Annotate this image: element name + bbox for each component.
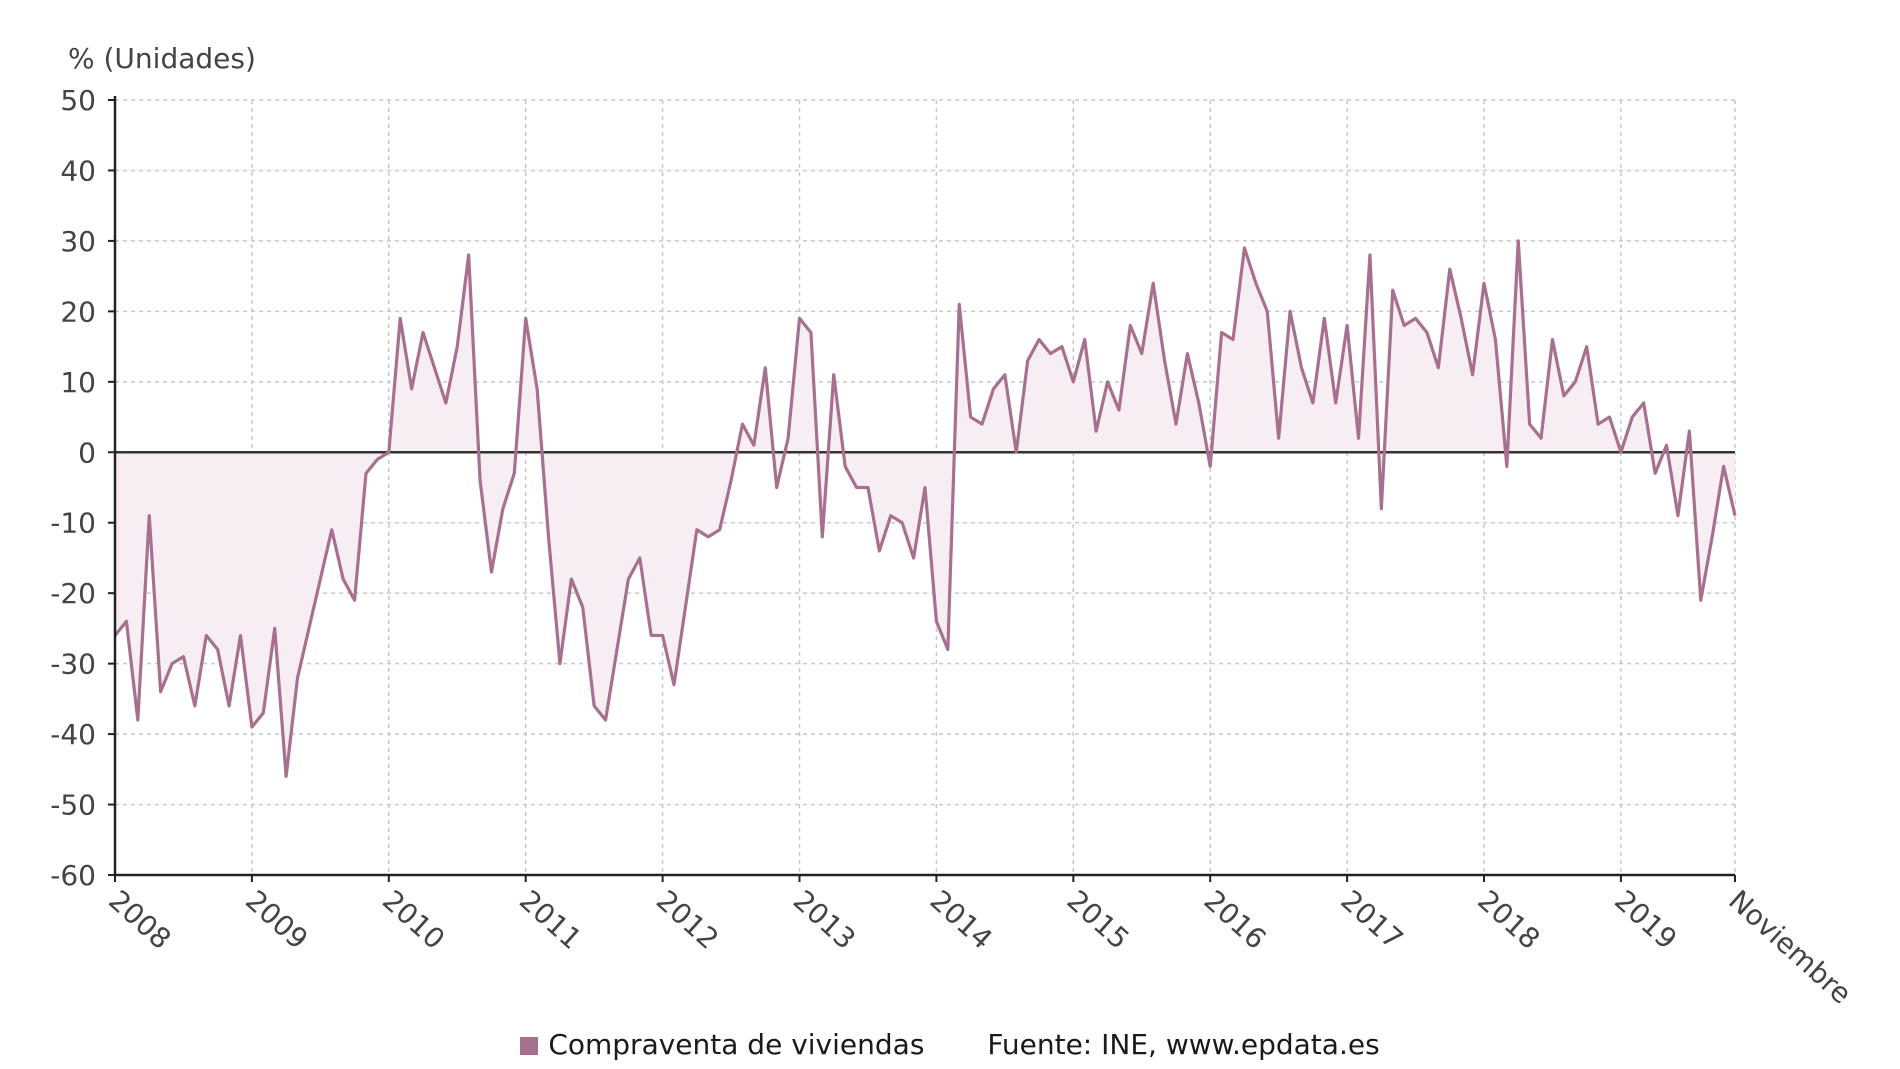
y-tick-label: 40 [60, 154, 96, 187]
y-tick-label: 50 [60, 84, 96, 117]
series-area [115, 240, 1735, 777]
x-tick-label: 2015 [1061, 884, 1136, 956]
x-tick-label: 2011 [513, 884, 588, 956]
x-tick-label: 2016 [1198, 884, 1273, 956]
y-tick-label: -40 [50, 718, 96, 751]
series-line-path [113, 239, 1737, 778]
y-tick-label: 0 [78, 436, 96, 469]
x-tick-label: 2012 [650, 884, 725, 956]
y-tick-label: -10 [50, 507, 96, 540]
legend-swatch [520, 1037, 539, 1055]
gridlines [114, 99, 1736, 876]
legend-label: Compraventa de viviendas [548, 1028, 925, 1061]
x-tick-label: 2010 [376, 884, 451, 956]
x-tick-label: 2019 [1608, 884, 1683, 956]
x-tick-labels: 2008 2009 2010 2011 2012 2013 2014 2015 2016 2017… [102, 884, 1858, 1011]
axes [108, 96, 1736, 882]
y-tick-labels: -60 -50 -40 -30 -20 -10 0 10 20 30 40 50 [50, 84, 96, 892]
x-tick-label: 2008 [102, 884, 177, 956]
y-tick-label: 20 [60, 295, 96, 328]
y-tick-label: -20 [50, 577, 96, 610]
legend: Compraventa de viviendas Fuente: INE, ww… [0, 1028, 1900, 1061]
x-tick-label: 2017 [1334, 884, 1409, 956]
source-note: Fuente: INE, www.epdata.es [987, 1028, 1380, 1061]
y-tick-label: 10 [60, 366, 96, 399]
area-fill [115, 240, 1735, 777]
x-tick-label: 2009 [239, 884, 314, 956]
y-tick-label: -50 [50, 789, 96, 822]
x-tick-label: Noviembre [1722, 884, 1858, 1011]
y-tick-label: -30 [50, 648, 96, 681]
x-tick-label: 2018 [1471, 884, 1546, 956]
y-axis-label: % (Unidades) [68, 42, 256, 75]
x-tick-label: 2014 [924, 884, 999, 956]
series-line [113, 239, 1737, 778]
y-tick-label: 30 [60, 225, 96, 258]
x-tick-label: 2013 [787, 884, 862, 956]
y-tick-label: -60 [50, 859, 96, 892]
